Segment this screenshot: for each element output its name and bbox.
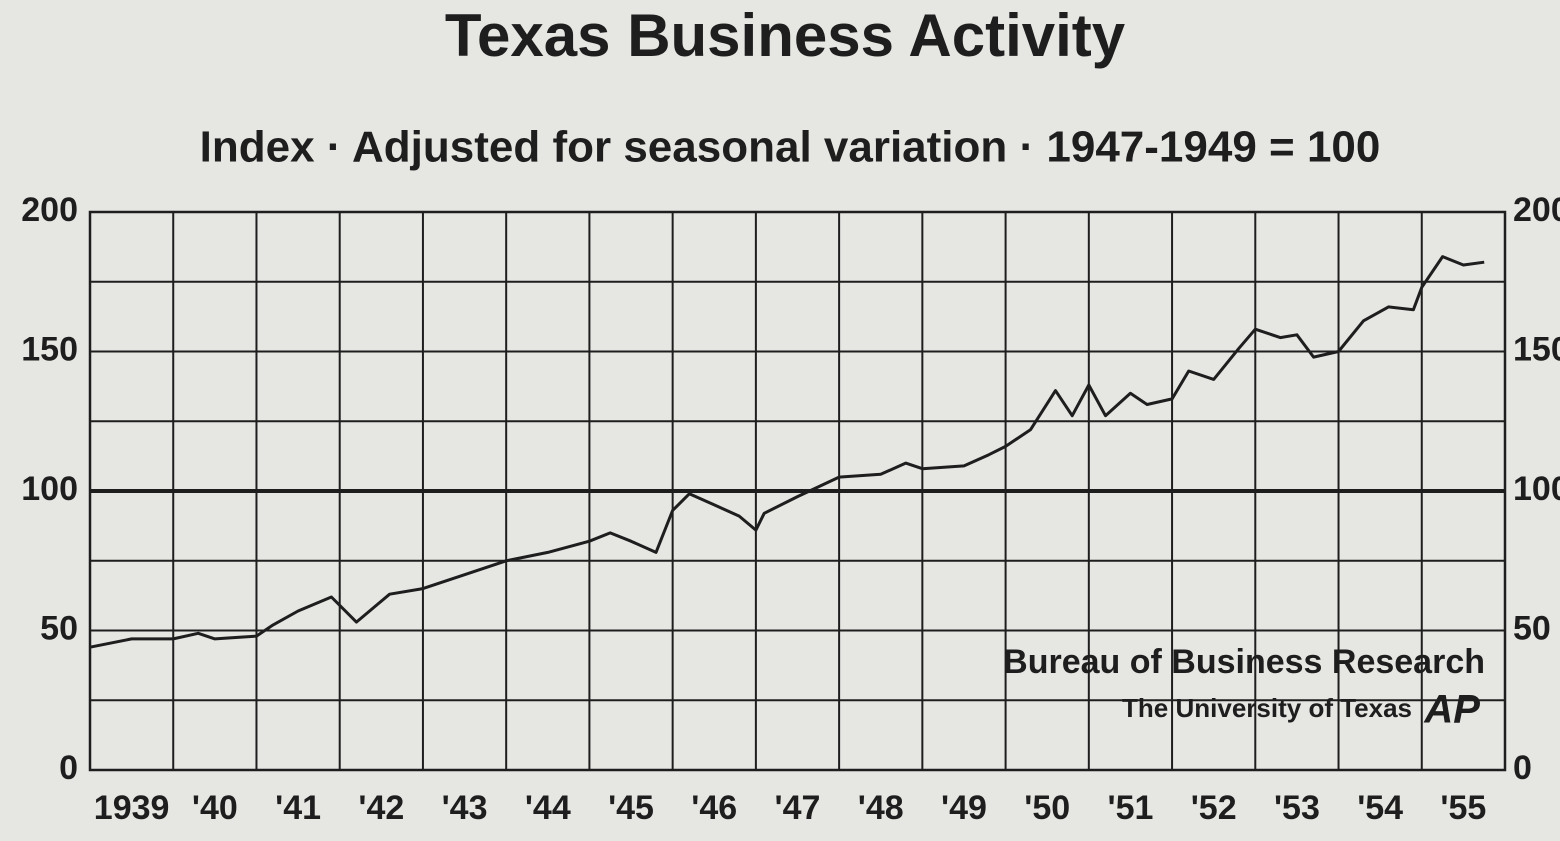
x-tick-label: '50 (1024, 789, 1070, 827)
chart-subtitle: Index · Adjusted for seasonal variation … (200, 123, 1381, 172)
x-tick-label: '51 (1107, 789, 1153, 827)
x-tick-label: '45 (608, 789, 654, 827)
y-tick-label: 150 (21, 330, 78, 368)
credit: Bureau of Business Research (1003, 643, 1485, 681)
x-tick-label: 1939 (94, 789, 170, 827)
x-tick-label: '48 (858, 789, 904, 827)
x-tick-label: '52 (1191, 789, 1237, 827)
x-tick-label: '41 (275, 789, 321, 827)
y2-tick-label: 50 (1513, 609, 1551, 647)
y-tick-label: 0 (59, 749, 78, 787)
y-tick-label: 50 (40, 609, 78, 647)
x-tick-label: '44 (525, 789, 571, 827)
x-tick-label: '43 (442, 789, 488, 827)
x-tick-label: '49 (941, 789, 987, 827)
y-tick-label: 100 (21, 470, 78, 508)
y2-tick-label: 100 (1513, 470, 1560, 508)
x-tick-label: '46 (691, 789, 737, 827)
x-tick-label: '53 (1274, 789, 1320, 827)
y2-tick-label: 0 (1513, 749, 1532, 787)
y2-tick-label: 200 (1513, 191, 1560, 229)
x-tick-label: '55 (1440, 789, 1486, 827)
y2-tick-label: 150 (1513, 330, 1560, 368)
logo: AP (1423, 688, 1480, 732)
data-line (89, 255, 1485, 649)
x-tick-label: '40 (192, 789, 238, 827)
credit-sub: The University of Texas (1122, 693, 1412, 723)
y-tick-label: 200 (21, 191, 78, 229)
x-tick-label: '47 (775, 789, 821, 827)
chart-title: Texas Business Activity (445, 2, 1126, 69)
x-tick-label: '54 (1357, 789, 1403, 827)
x-tick-label: '42 (358, 789, 404, 827)
